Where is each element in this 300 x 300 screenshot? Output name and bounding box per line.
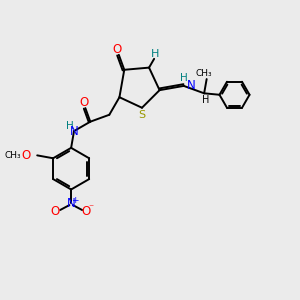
Text: O: O [22, 149, 31, 162]
Text: H: H [202, 95, 209, 105]
Text: O: O [113, 43, 122, 56]
Text: H: H [181, 73, 188, 83]
Text: O: O [82, 205, 91, 218]
Text: ⁻: ⁻ [89, 204, 94, 214]
Text: +: + [71, 196, 78, 205]
Text: CH₃: CH₃ [5, 151, 21, 160]
Text: N: N [70, 124, 78, 138]
Text: CH₃: CH₃ [195, 69, 212, 78]
Text: S: S [138, 110, 146, 120]
Text: N: N [67, 197, 76, 210]
Text: O: O [79, 96, 88, 109]
Text: H: H [152, 49, 160, 59]
Text: H: H [66, 121, 74, 131]
Text: O: O [50, 205, 60, 218]
Text: N: N [187, 80, 196, 92]
